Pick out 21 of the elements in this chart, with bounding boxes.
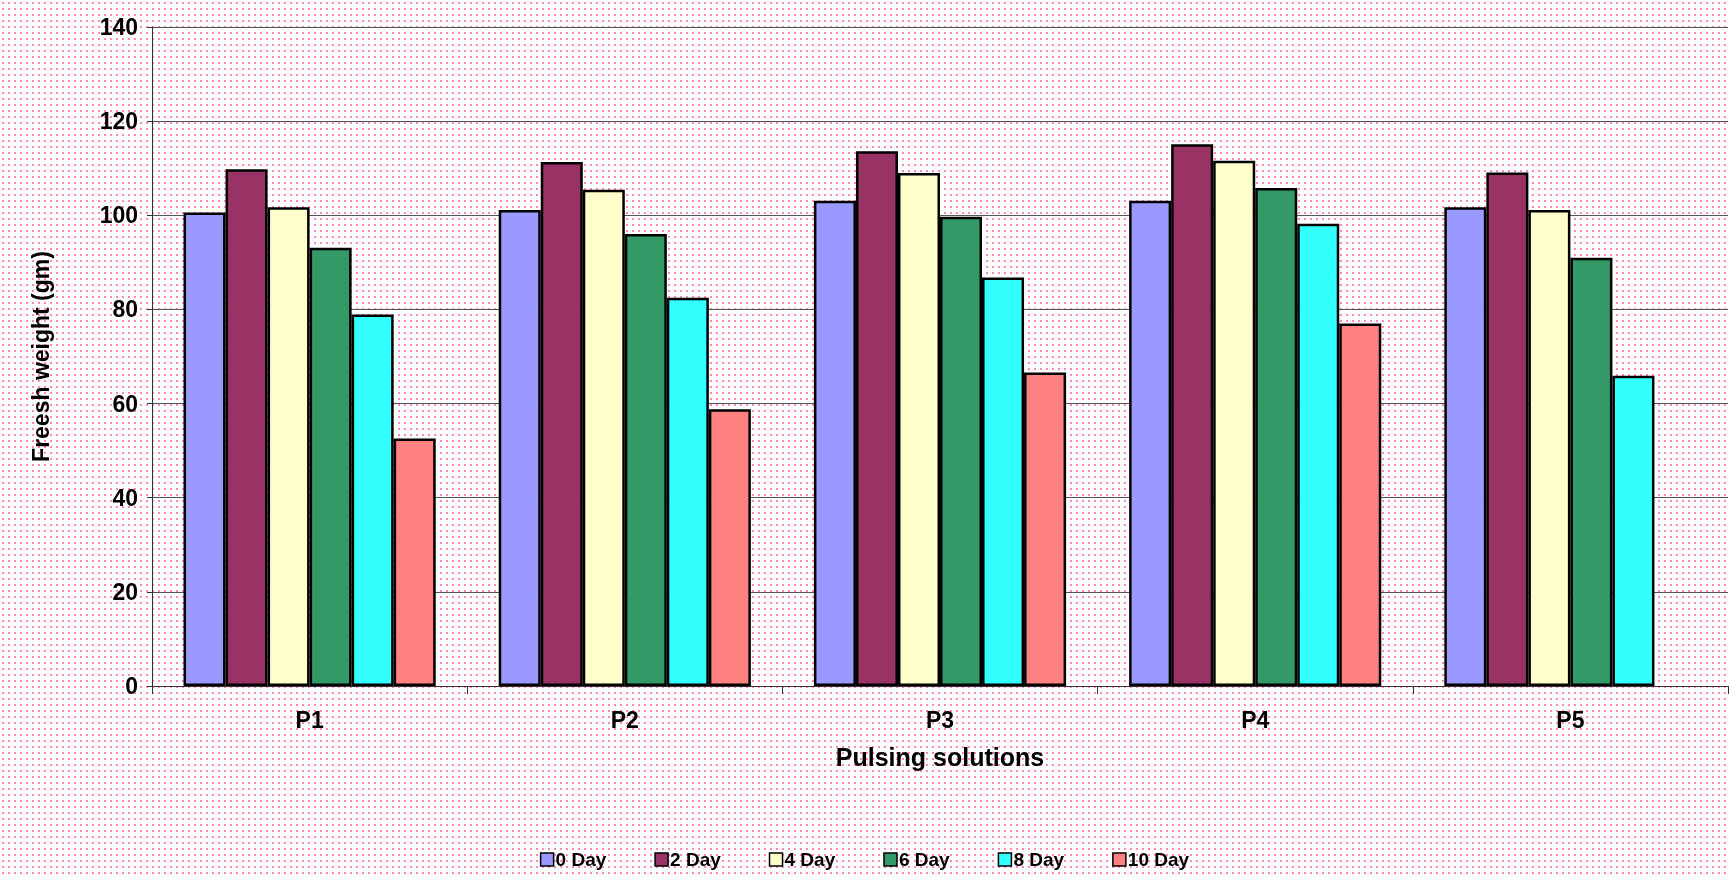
x-tick-label: P3 [925,706,955,733]
legend-label: 4 Day [784,849,836,870]
y-tick-label: 60 [112,390,138,417]
legend-label: 8 Day [1013,849,1065,870]
y-tick-label: 40 [112,484,138,511]
x-tick-label: P4 [1241,706,1270,733]
legend-label: 2 Day [670,849,722,870]
x-tick-label: P1 [295,706,324,733]
x-tick-label: P2 [610,706,639,733]
x-tick-label: P5 [1556,706,1585,733]
y-tick-label: 100 [99,202,138,229]
y-tick-label: 120 [99,108,138,135]
x-axis-title: Pulsing solutions [835,742,1045,771]
y-tick-label: 80 [112,296,138,323]
legend-label: 10 Day [1127,849,1190,870]
y-axis-title: Freesh weight (gm) [27,251,54,462]
y-tick-label: 0 [125,673,138,699]
y-tick-label: 20 [112,578,138,605]
legend-label: 6 Day [898,849,951,870]
legend-label: 0 Day [555,849,607,870]
y-tick-label: 140 [99,14,138,40]
